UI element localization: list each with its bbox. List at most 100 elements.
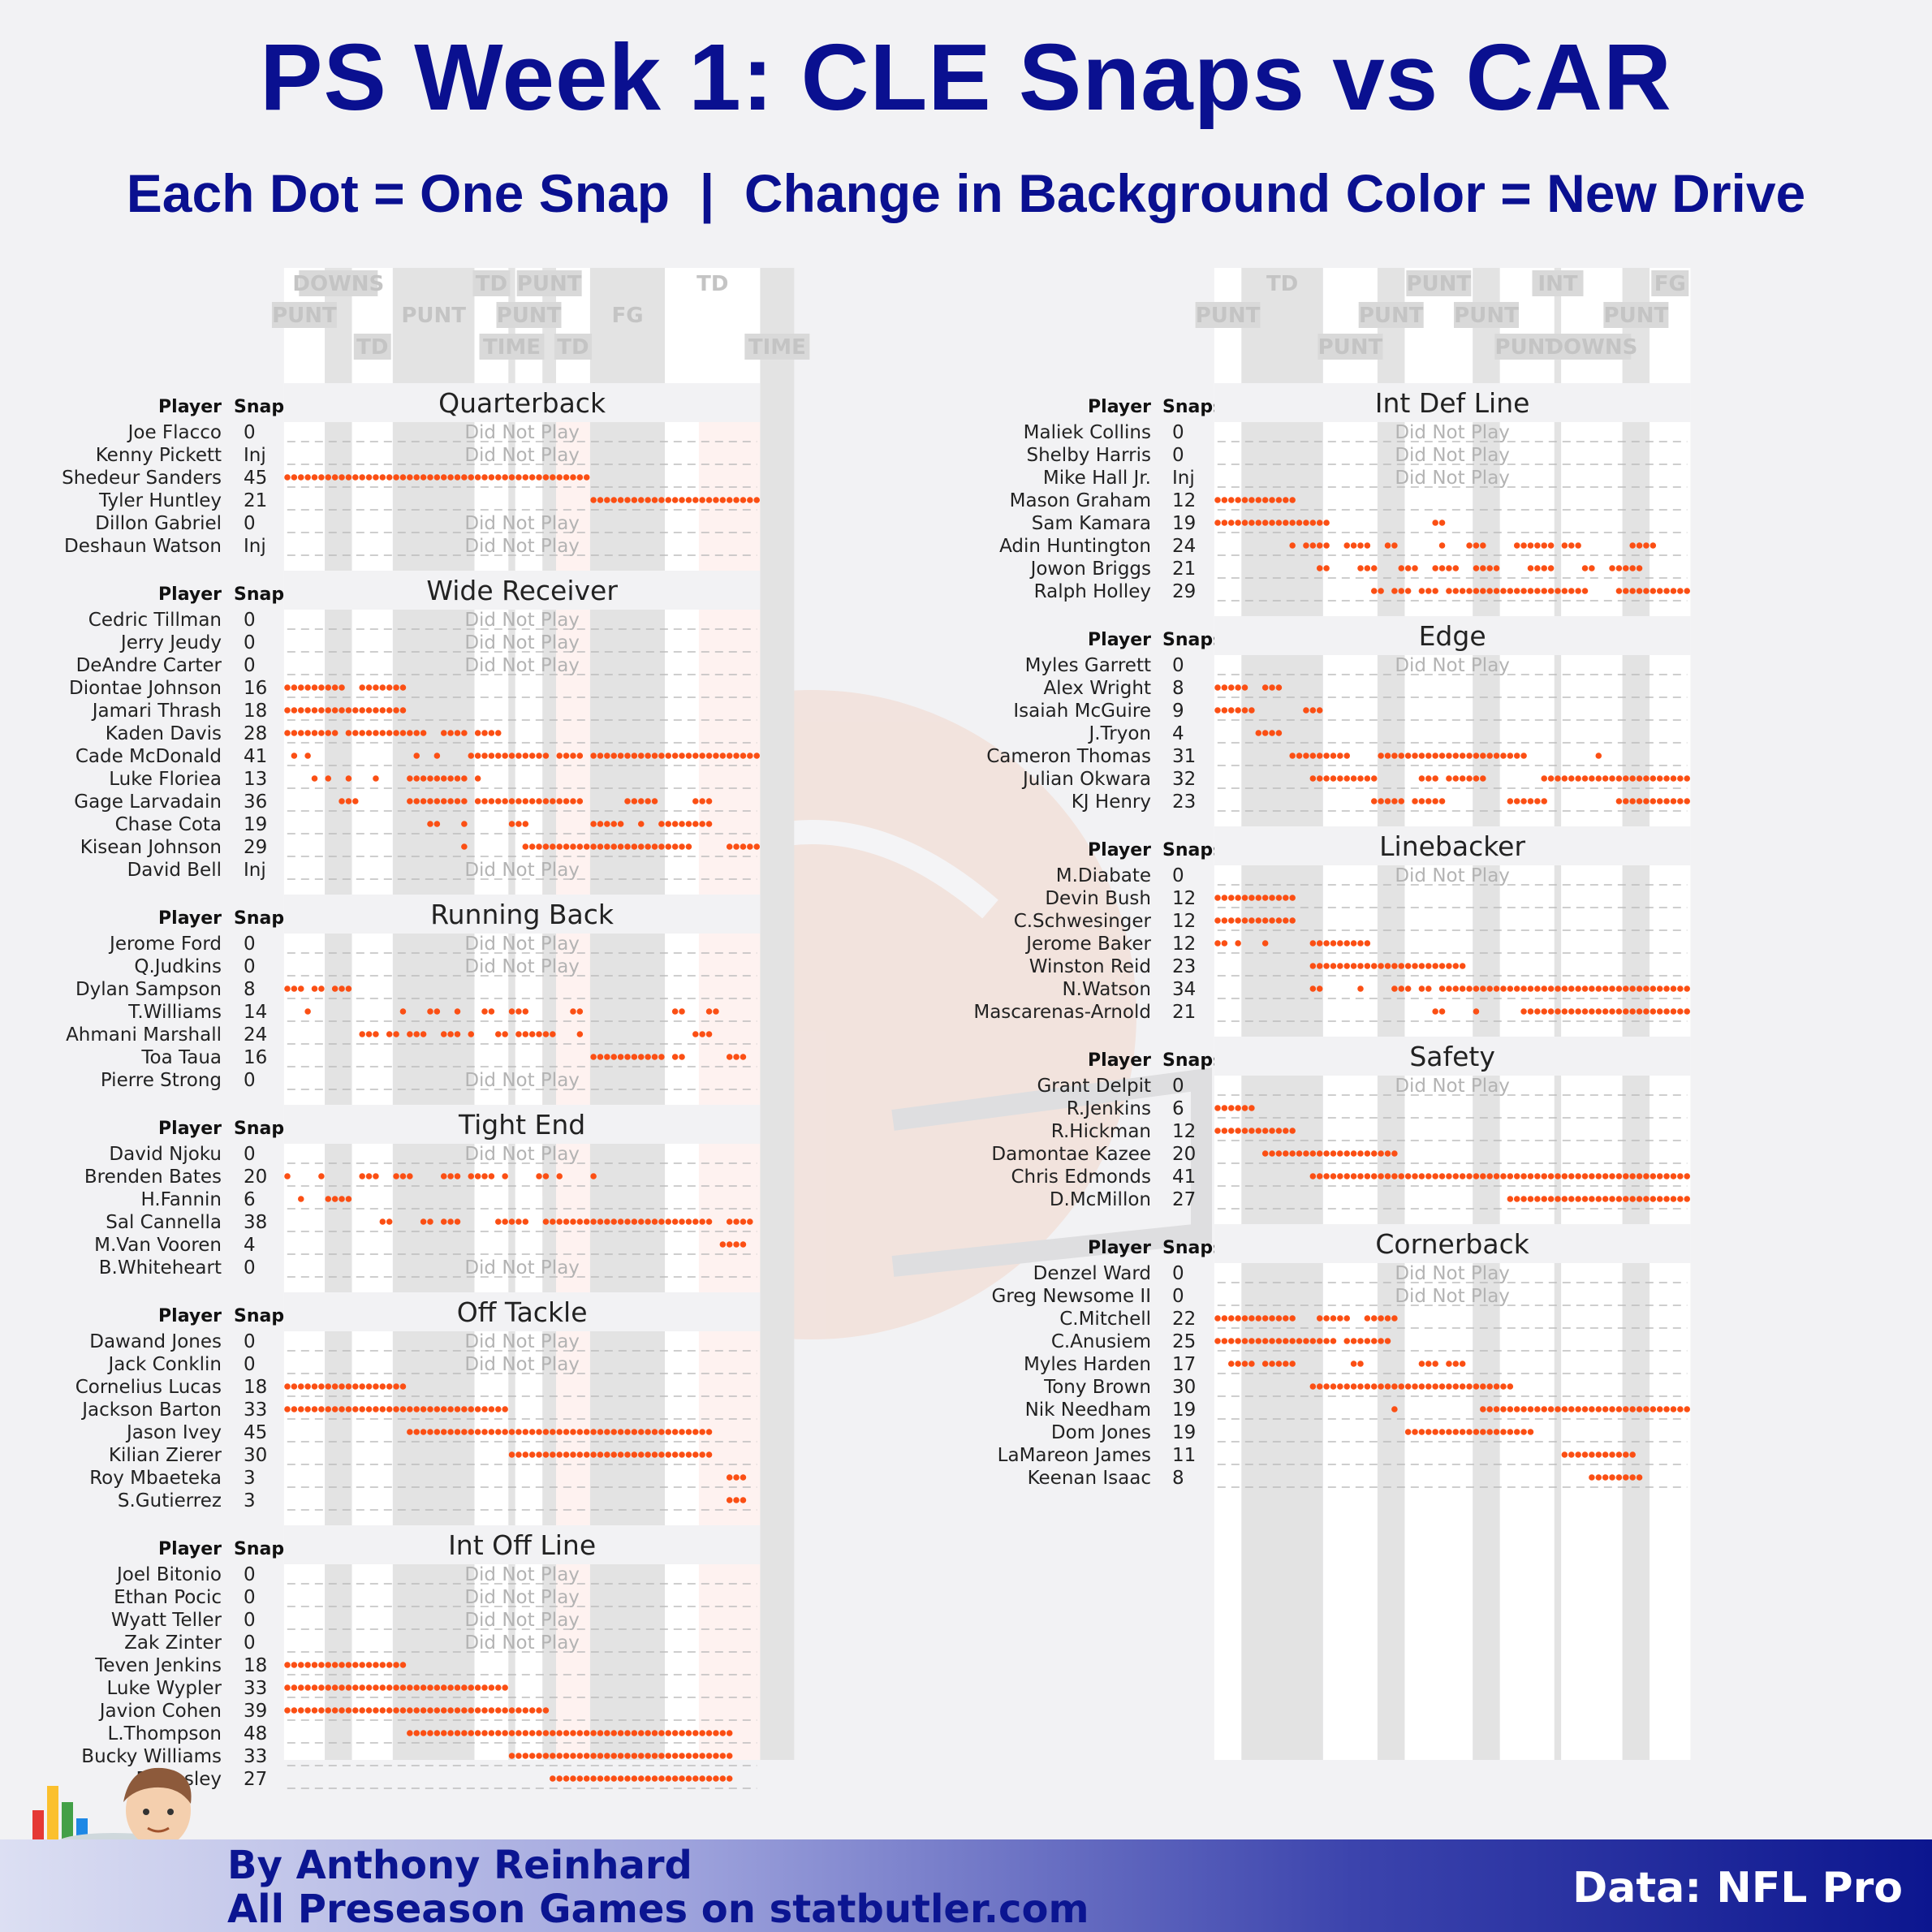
snap-dot <box>1255 520 1262 526</box>
snap-dot <box>1418 985 1425 992</box>
snap-dot <box>1418 1173 1425 1179</box>
snap-dot <box>1643 1406 1650 1412</box>
snap-dot <box>1534 1008 1541 1015</box>
snap-dot <box>563 1218 570 1225</box>
player-column-header: Player <box>1088 397 1151 417</box>
player-snaps: 23 <box>1172 956 1196 977</box>
snap-dot <box>1330 1173 1337 1179</box>
snap-dot <box>1636 1173 1643 1179</box>
snap-dot <box>325 474 332 481</box>
snap-dot <box>522 1031 529 1037</box>
snap-dot <box>665 1730 672 1736</box>
did-not-play-label: Did Not Play <box>464 1632 580 1654</box>
snap-dot <box>665 1451 672 1458</box>
player-name: R.Hickman <box>1051 1121 1151 1142</box>
snap-dot <box>1425 775 1432 782</box>
player-snaps: 34 <box>1172 979 1196 1000</box>
snap-dot <box>339 1406 345 1412</box>
player-column-header: Player <box>1088 1050 1151 1071</box>
snap-dot <box>1255 895 1262 901</box>
snap-dot <box>1316 940 1323 947</box>
snap-dot <box>1643 542 1650 549</box>
snap-dot <box>1235 1361 1241 1367</box>
snap-dot <box>1221 1315 1228 1322</box>
snap-dot <box>1575 588 1581 594</box>
snap-dot <box>590 1753 597 1759</box>
snap-dot <box>304 1008 311 1015</box>
player-name: J.Tryon <box>1088 723 1151 744</box>
snap-dot <box>1473 565 1480 571</box>
snap-dot <box>297 1707 304 1714</box>
snap-dot <box>705 1218 713 1225</box>
snap-dot <box>447 1684 454 1691</box>
snap-dot <box>1418 588 1425 594</box>
snap-dot <box>705 753 713 759</box>
player-name: Dawand Jones <box>89 1331 222 1352</box>
snap-dot <box>440 1218 447 1225</box>
snap-dot <box>1323 963 1330 969</box>
snap-dot <box>1575 1451 1581 1458</box>
snap-dot <box>1261 895 1269 901</box>
player-name: Chase Cota <box>115 814 222 835</box>
snap-dot <box>1527 798 1534 804</box>
snap-dot <box>1432 520 1438 526</box>
snap-dot <box>1370 1383 1378 1390</box>
snap-dot <box>597 753 604 759</box>
snap-dot <box>617 1753 624 1759</box>
snap-chart: PUNTDOWNSTDPUNTTDTIMEPUNTPUNTTDFGTDTIMEP… <box>62 268 1691 1790</box>
player-snaps: 21 <box>1172 1002 1196 1023</box>
snap-dot <box>1609 775 1615 782</box>
snap-dot <box>1378 1338 1384 1344</box>
group-title-bg <box>283 1525 761 1564</box>
snap-dot <box>359 1173 365 1179</box>
snap-dot <box>645 1218 651 1225</box>
snap-dot <box>1330 753 1337 759</box>
snap-dot <box>1235 520 1241 526</box>
snap-dot <box>617 1730 624 1736</box>
player-name: D.McMillon <box>1050 1189 1151 1210</box>
snap-dot <box>481 730 488 736</box>
snap-dot <box>583 1218 590 1225</box>
snap-dot <box>1283 1315 1289 1322</box>
player-name: Javion Cohen <box>98 1701 222 1722</box>
snap-dot <box>637 497 645 503</box>
snap-dot <box>617 1775 624 1782</box>
snap-dot <box>502 474 508 481</box>
snap-dot <box>1670 1196 1677 1202</box>
snap-dot <box>1656 1173 1663 1179</box>
snap-dot <box>1227 497 1235 503</box>
snap-dot <box>359 1684 365 1691</box>
snap-dot <box>1575 1196 1581 1202</box>
snap-dot <box>645 1775 651 1782</box>
snap-dot <box>325 775 332 782</box>
snap-dot <box>1459 1361 1466 1367</box>
snap-dot <box>1337 963 1343 969</box>
player-snaps: 0 <box>1172 865 1184 886</box>
snap-dot <box>468 1730 475 1736</box>
snap-dot <box>679 1730 685 1736</box>
snap-dot <box>1241 497 1248 503</box>
snap-dot <box>692 1218 699 1225</box>
snap-dot <box>1684 775 1690 782</box>
player-snaps: 23 <box>1172 791 1196 813</box>
snap-dot <box>665 497 672 503</box>
player-snaps: 8 <box>1172 678 1184 699</box>
snap-dot <box>1520 1196 1527 1202</box>
snap-dot <box>1227 1128 1235 1134</box>
snap-dot <box>740 497 747 503</box>
snap-dot <box>671 1451 679 1458</box>
snap-dot <box>740 753 747 759</box>
snap-dot <box>331 707 339 714</box>
snap-dot <box>542 753 550 759</box>
snap-dot <box>311 775 318 782</box>
snap-dot <box>407 1684 413 1691</box>
player-snaps: 18 <box>244 701 267 722</box>
snap-dot <box>461 821 468 827</box>
snap-dot <box>570 474 576 481</box>
site-link[interactable]: All Preseason Games on statbutler.com <box>227 1887 1089 1932</box>
snap-dot <box>563 1730 570 1736</box>
snap-dot <box>407 1173 413 1179</box>
snap-dot <box>1378 963 1384 969</box>
snap-dot <box>651 753 658 759</box>
snap-dot <box>1520 542 1527 549</box>
